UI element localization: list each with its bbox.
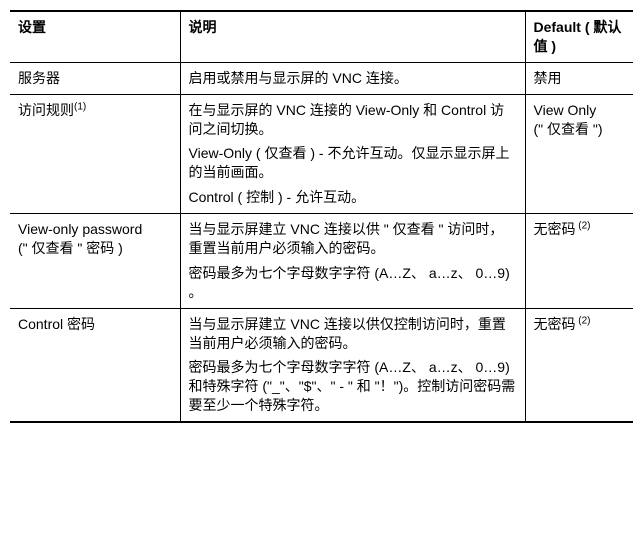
desc-paragraph: 启用或禁用与显示屏的 VNC 连接。	[189, 69, 517, 88]
default-footnote: (2)	[576, 220, 591, 231]
setting-footnote: (1)	[74, 101, 86, 112]
setting-text: 服务器	[18, 70, 60, 86]
cell-desc: 启用或禁用与显示屏的 VNC 连接。	[180, 62, 525, 94]
cell-default: 无密码 (2)	[525, 308, 633, 422]
col-header-desc: 说明	[180, 11, 525, 62]
setting-text: Control 密码	[18, 316, 95, 332]
table-row: 访问规则(1)在与显示屏的 VNC 连接的 View-Only 和 Contro…	[10, 94, 633, 213]
col-header-setting: 设置	[10, 11, 180, 62]
desc-paragraph: 当与显示屏建立 VNC 连接以供仅控制访问时，重置当前用户必须输入的密码。	[189, 315, 517, 353]
default-text: View Only (" 仅查看 ")	[534, 102, 603, 137]
cell-desc: 当与显示屏建立 VNC 连接以供仅控制访问时，重置当前用户必须输入的密码。密码最…	[180, 308, 525, 422]
default-text: 禁用	[534, 70, 562, 86]
default-text: 无密码	[534, 316, 576, 332]
settings-table: 设置 说明 Default ( 默认值 ) 服务器 启用或禁用与显示屏的 VNC …	[10, 10, 633, 423]
table-row: Control 密码 当与显示屏建立 VNC 连接以供仅控制访问时，重置当前用户必…	[10, 308, 633, 422]
cell-setting: 访问规则(1)	[10, 94, 180, 213]
cell-setting: Control 密码	[10, 308, 180, 422]
cell-default: View Only (" 仅查看 ")	[525, 94, 633, 213]
setting-text: 访问规则	[18, 102, 74, 118]
table-row: View-only password (" 仅查看 " 密码 ) 当与显示屏建立 …	[10, 214, 633, 309]
desc-paragraph: 密码最多为七个字母数字字符 (A…Z、 a…z、 0…9) 和特殊字符 ("_"…	[189, 358, 517, 415]
cell-desc: 当与显示屏建立 VNC 连接以供 " 仅查看 " 访问时，重置当前用户必须输入的…	[180, 214, 525, 309]
table-row: 服务器 启用或禁用与显示屏的 VNC 连接。 禁用	[10, 62, 633, 94]
cell-default: 无密码 (2)	[525, 214, 633, 309]
setting-text: View-only password (" 仅查看 " 密码 )	[18, 221, 142, 256]
cell-desc: 在与显示屏的 VNC 连接的 View-Only 和 Control 访问之间切…	[180, 94, 525, 213]
table-body: 服务器启用或禁用与显示屏的 VNC 连接。禁用访问规则(1)在与显示屏的 VNC…	[10, 62, 633, 422]
default-footnote: (2)	[576, 315, 591, 326]
table-header: 设置 说明 Default ( 默认值 )	[10, 11, 633, 62]
default-text: 无密码	[534, 221, 576, 237]
cell-default: 禁用	[525, 62, 633, 94]
desc-paragraph: 当与显示屏建立 VNC 连接以供 " 仅查看 " 访问时，重置当前用户必须输入的…	[189, 220, 517, 258]
col-header-default: Default ( 默认值 )	[525, 11, 633, 62]
cell-setting: View-only password (" 仅查看 " 密码 )	[10, 214, 180, 309]
desc-paragraph: View-Only ( 仅查看 ) - 不允许互动。仅显示显示屏上的当前画面。	[189, 144, 517, 182]
desc-paragraph: Control ( 控制 ) - 允许互动。	[189, 188, 517, 207]
cell-setting: 服务器	[10, 62, 180, 94]
desc-paragraph: 在与显示屏的 VNC 连接的 View-Only 和 Control 访问之间切…	[189, 101, 517, 139]
desc-paragraph: 密码最多为七个字母数字字符 (A…Z、 a…z、 0…9) 。	[189, 264, 517, 302]
